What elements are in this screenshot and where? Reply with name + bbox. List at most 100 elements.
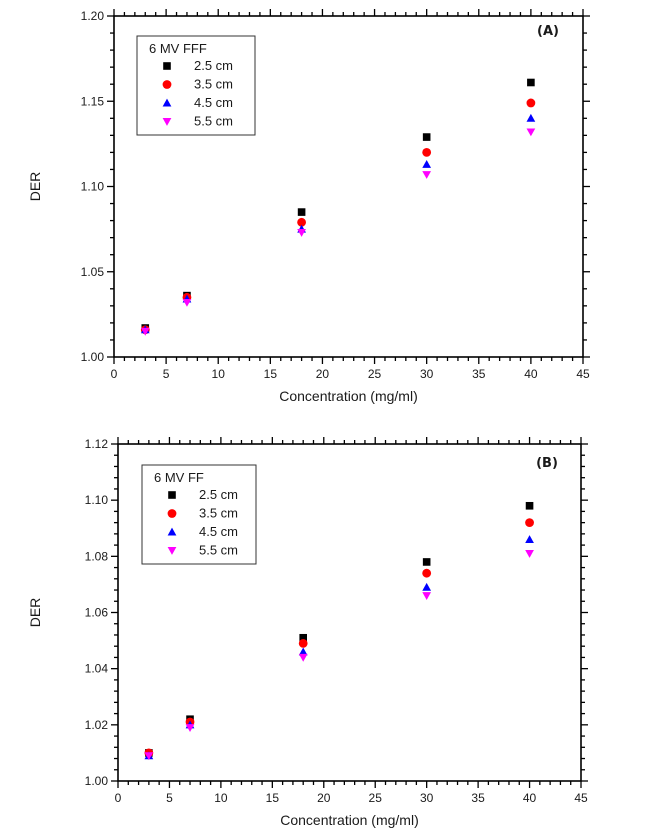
x-tick-label: 15 bbox=[264, 367, 278, 381]
x-tick-label: 10 bbox=[214, 791, 228, 805]
x-tick-label: 0 bbox=[115, 791, 122, 805]
x-tick-label: 30 bbox=[420, 791, 434, 805]
x-tick-label: 35 bbox=[472, 367, 486, 381]
y-tick-label: 1.02 bbox=[85, 718, 109, 732]
legend-title: 6 MV FFF bbox=[149, 41, 207, 56]
data-points bbox=[144, 501, 534, 761]
legend-item: 3.5 cm bbox=[162, 77, 233, 92]
data-point bbox=[144, 752, 154, 761]
legend-label: 5.5 cm bbox=[194, 114, 233, 129]
x-axis-title: Concentration (mg/ml) bbox=[280, 812, 419, 828]
y-tick-label: 1.12 bbox=[85, 437, 109, 451]
chart-a: 0 5 10 15 20 25 30 35 40 45 1.00 1.05 1.10 1.15 1.20 Co… bbox=[27, 9, 590, 404]
legend-item: 2.5 cm bbox=[168, 487, 238, 502]
axes: 0 5 10 15 20 25 30 35 40 45 1.00 1.02 1.04 1.06 1.08 1.… bbox=[85, 437, 588, 805]
series-5_5-cm bbox=[144, 550, 534, 761]
data-point bbox=[297, 217, 306, 227]
data-point bbox=[185, 724, 195, 733]
data-point bbox=[422, 133, 431, 141]
legend-marker-circle bbox=[162, 80, 172, 89]
x-tick-label: 35 bbox=[471, 791, 485, 805]
series-4_5-cm bbox=[144, 535, 534, 760]
legend-label: 2.5 cm bbox=[199, 487, 238, 502]
x-tick-label: 10 bbox=[212, 367, 226, 381]
y-tick-label: 1.10 bbox=[85, 493, 109, 507]
data-point bbox=[526, 113, 536, 122]
legend-label: 3.5 cm bbox=[199, 506, 238, 521]
y-tick-label: 1.00 bbox=[81, 350, 105, 364]
data-point bbox=[422, 148, 432, 157]
panel-label: (A) bbox=[537, 24, 559, 39]
y-tick-label: 1.15 bbox=[81, 94, 105, 108]
legend-label: 4.5 cm bbox=[199, 524, 238, 539]
data-point bbox=[527, 78, 535, 87]
legend-item: 4.5 cm bbox=[162, 95, 233, 110]
x-tick-label: 15 bbox=[266, 791, 280, 805]
data-point bbox=[298, 653, 308, 662]
data-points bbox=[140, 78, 536, 336]
x-tick-label: 0 bbox=[111, 367, 118, 381]
x-tick-label: 25 bbox=[368, 367, 382, 381]
y-tick-label: 1.20 bbox=[81, 9, 105, 23]
legend-item: 4.5 cm bbox=[167, 524, 238, 539]
legend-marker-triangle-up bbox=[167, 527, 177, 536]
x-tick-label: 40 bbox=[523, 791, 537, 805]
y-axis-title: DER bbox=[27, 598, 43, 628]
data-point bbox=[525, 518, 534, 528]
x-tick-label: 45 bbox=[576, 367, 590, 381]
y-tick-label: 1.06 bbox=[85, 606, 109, 620]
legend: 6 MV FFF 2.5 cm 3.5 cm 4.5 cm 5.5 cm bbox=[136, 35, 256, 136]
data-point bbox=[526, 98, 536, 108]
y-tick-label: 1.00 bbox=[85, 774, 109, 788]
legend-marker-square bbox=[163, 62, 171, 70]
legend-marker-triangle-down bbox=[162, 118, 172, 126]
legend-marker-triangle-up bbox=[162, 98, 172, 107]
y-tick-label: 1.10 bbox=[81, 180, 105, 194]
data-point bbox=[525, 501, 534, 510]
x-tick-label: 30 bbox=[420, 367, 434, 381]
legend-item: 3.5 cm bbox=[167, 506, 238, 521]
data-point bbox=[298, 638, 308, 648]
legend-item: 5.5 cm bbox=[167, 543, 238, 558]
x-tick-label: 5 bbox=[163, 367, 170, 381]
legend-marker-square bbox=[168, 491, 176, 499]
data-point bbox=[422, 592, 432, 601]
legend-box bbox=[141, 464, 257, 565]
x-axis-title: Concentration (mg/ml) bbox=[279, 388, 418, 404]
x-tick-label: 25 bbox=[369, 791, 383, 805]
y-tick-label: 1.08 bbox=[85, 549, 109, 563]
legend-label: 5.5 cm bbox=[199, 543, 238, 558]
data-point bbox=[298, 647, 308, 656]
axes: 0 5 10 15 20 25 30 35 40 45 1.00 1.05 1.10 1.15 1.20 bbox=[81, 9, 590, 381]
x-tick-label: 45 bbox=[574, 791, 588, 805]
legend-label: 3.5 cm bbox=[194, 77, 233, 92]
x-tick-label: 20 bbox=[316, 367, 330, 381]
legend-title: 6 MV FF bbox=[154, 470, 204, 485]
data-point bbox=[299, 633, 307, 642]
data-point bbox=[422, 558, 431, 566]
legend-item: 5.5 cm bbox=[162, 114, 233, 129]
x-tick-label: 5 bbox=[166, 791, 173, 805]
y-tick-label: 1.05 bbox=[81, 265, 105, 279]
data-point bbox=[526, 128, 536, 137]
series-4_5-cm bbox=[140, 113, 536, 334]
legend-marker-triangle-down bbox=[167, 547, 177, 555]
legend: 6 MV FF 2.5 cm 3.5 cm 4.5 cm 5.5 cm bbox=[141, 464, 257, 565]
data-point bbox=[525, 550, 534, 558]
y-tick-label: 1.04 bbox=[85, 662, 109, 676]
chart-b: 0 5 10 15 20 25 30 35 40 45 1.00 1.02 1.04 1.06 1.08 1.… bbox=[27, 437, 588, 828]
data-point bbox=[297, 208, 306, 216]
legend-label: 2.5 cm bbox=[194, 58, 233, 73]
data-point bbox=[525, 535, 534, 543]
y-axis-title: DER bbox=[27, 172, 43, 202]
data-point bbox=[422, 171, 432, 179]
legend-item: 2.5 cm bbox=[163, 58, 233, 73]
legend-marker-circle bbox=[167, 509, 177, 518]
data-point bbox=[422, 568, 432, 578]
x-tick-label: 20 bbox=[317, 791, 331, 805]
data-point bbox=[182, 298, 192, 307]
x-tick-label: 40 bbox=[524, 367, 538, 381]
panel-label: (B) bbox=[536, 456, 558, 471]
legend-box bbox=[136, 35, 256, 136]
